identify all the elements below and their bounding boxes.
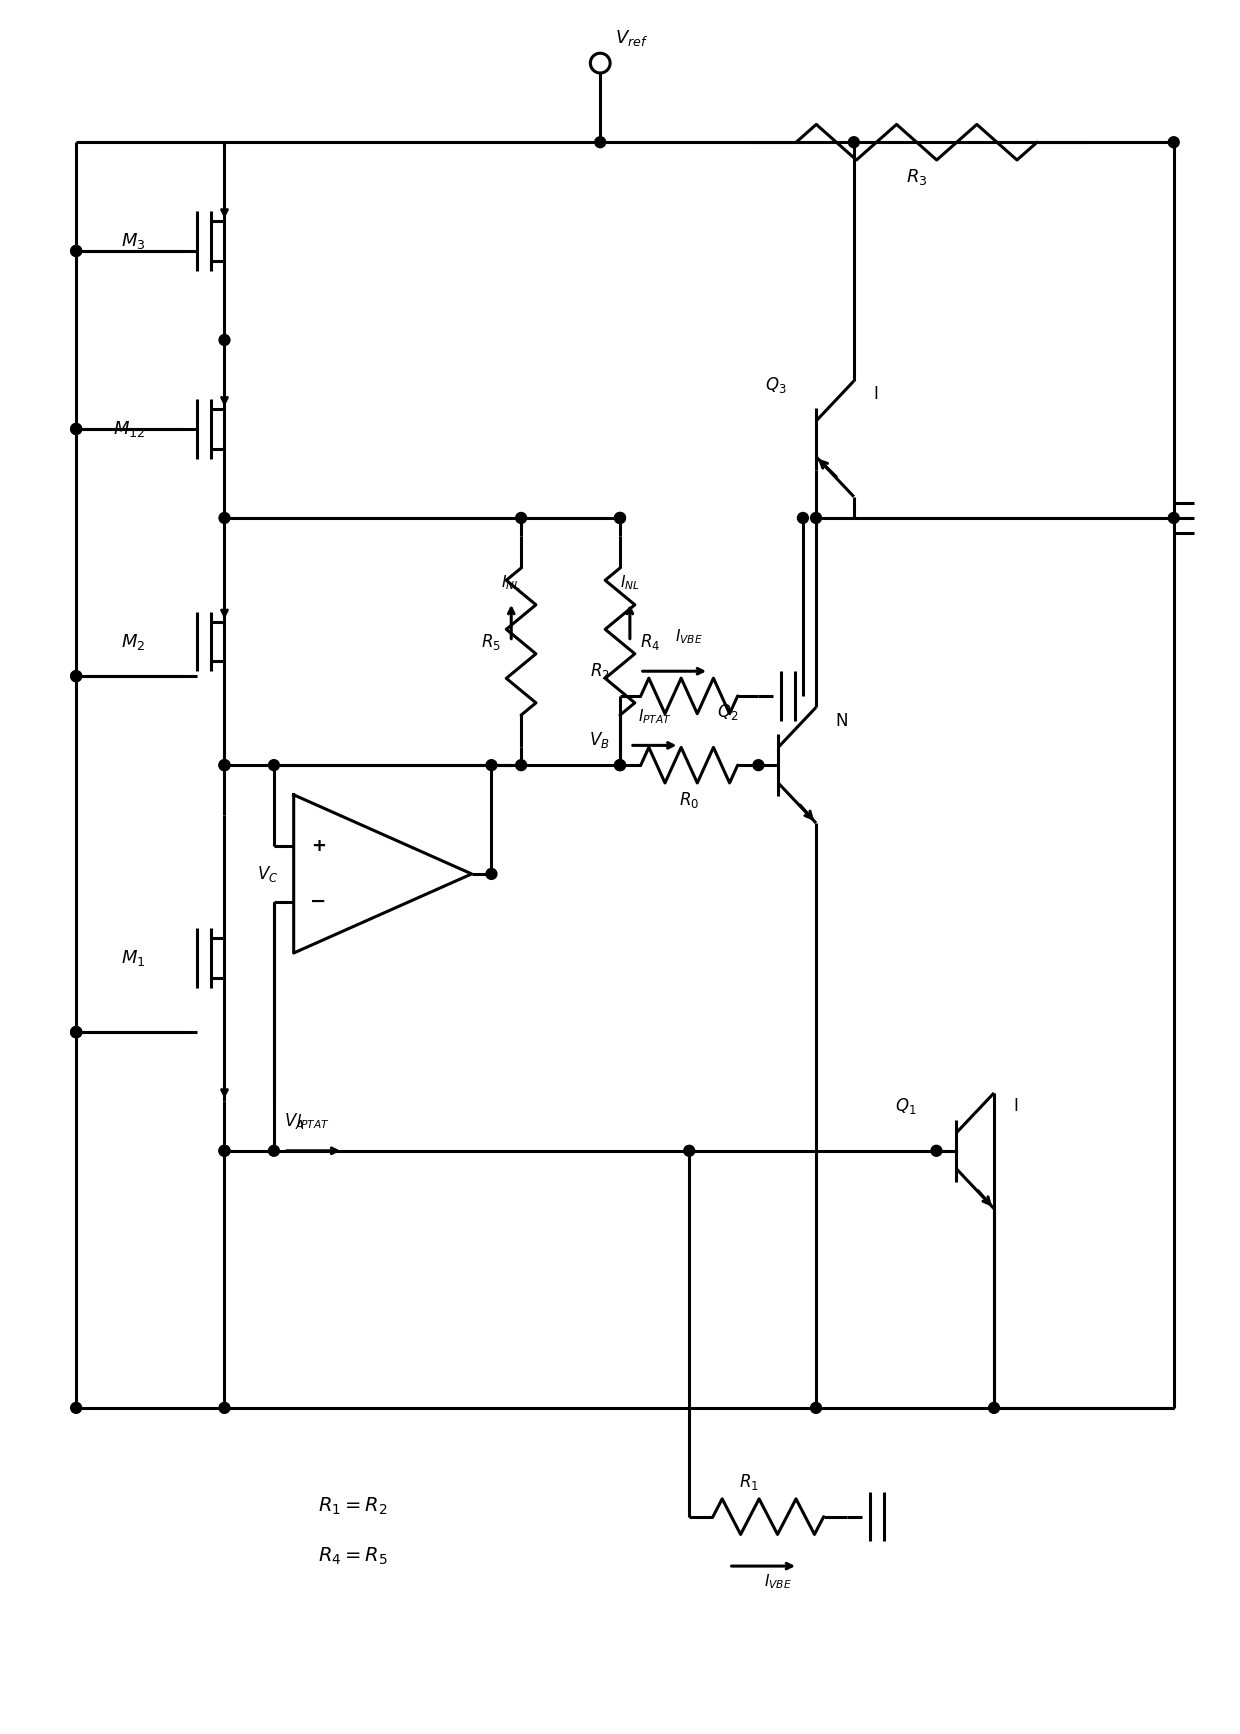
Circle shape xyxy=(71,671,82,681)
Circle shape xyxy=(71,246,82,257)
Circle shape xyxy=(219,1146,229,1157)
Circle shape xyxy=(219,1146,229,1157)
Circle shape xyxy=(71,1403,82,1413)
Text: $I_{NL}$: $I_{NL}$ xyxy=(620,574,640,591)
Circle shape xyxy=(219,759,229,770)
Circle shape xyxy=(516,513,527,524)
Circle shape xyxy=(797,513,808,524)
Circle shape xyxy=(269,1146,279,1157)
Circle shape xyxy=(595,137,605,147)
Circle shape xyxy=(1168,513,1179,524)
Text: $R_0$: $R_0$ xyxy=(680,791,699,810)
Circle shape xyxy=(615,759,625,770)
Circle shape xyxy=(811,513,821,524)
Circle shape xyxy=(71,423,82,435)
Circle shape xyxy=(615,513,625,524)
Text: $I_{PTAT}$: $I_{PTAT}$ xyxy=(637,707,672,725)
Circle shape xyxy=(219,759,229,770)
Circle shape xyxy=(1168,137,1179,147)
Text: $Q_1$: $Q_1$ xyxy=(895,1096,916,1117)
Text: +: + xyxy=(311,838,326,855)
Circle shape xyxy=(753,759,764,770)
Circle shape xyxy=(219,1403,229,1413)
Text: $R_4$: $R_4$ xyxy=(640,631,660,652)
Circle shape xyxy=(683,1146,694,1157)
Circle shape xyxy=(486,869,497,879)
Circle shape xyxy=(71,423,82,435)
Circle shape xyxy=(71,1027,82,1037)
Circle shape xyxy=(811,1403,821,1413)
Text: $Q_2$: $Q_2$ xyxy=(717,702,739,721)
Circle shape xyxy=(988,1403,999,1413)
Text: $R_2$: $R_2$ xyxy=(590,661,610,681)
Text: $M_1$: $M_1$ xyxy=(122,948,145,968)
Circle shape xyxy=(71,246,82,257)
Text: $M_{12}$: $M_{12}$ xyxy=(113,420,145,439)
Text: $M_2$: $M_2$ xyxy=(122,631,145,652)
Text: $R_5$: $R_5$ xyxy=(481,631,501,652)
Text: I: I xyxy=(1014,1098,1019,1115)
Text: $Q_3$: $Q_3$ xyxy=(765,376,786,395)
Circle shape xyxy=(219,513,229,524)
Text: $V_A$: $V_A$ xyxy=(284,1111,304,1131)
Text: $V_C$: $V_C$ xyxy=(258,864,279,884)
Circle shape xyxy=(615,513,625,524)
Text: $R_3$: $R_3$ xyxy=(906,166,928,187)
Text: $I_{VBE}$: $I_{VBE}$ xyxy=(764,1573,792,1590)
Text: I: I xyxy=(874,385,878,404)
Text: $M_3$: $M_3$ xyxy=(120,231,145,251)
Text: $I_{VBE}$: $I_{VBE}$ xyxy=(676,628,703,647)
Text: $R_1=R_2$: $R_1=R_2$ xyxy=(319,1496,388,1517)
Text: $V_B$: $V_B$ xyxy=(589,730,610,751)
Circle shape xyxy=(615,759,625,770)
Circle shape xyxy=(71,1027,82,1037)
Text: $R_1$: $R_1$ xyxy=(739,1472,759,1491)
Circle shape xyxy=(931,1146,942,1157)
Circle shape xyxy=(269,759,279,770)
Circle shape xyxy=(71,671,82,681)
Text: $I_{PTAT}$: $I_{PTAT}$ xyxy=(296,1111,330,1131)
Text: $R_4=R_5$: $R_4=R_5$ xyxy=(319,1545,388,1568)
Text: $V_{ref}$: $V_{ref}$ xyxy=(615,28,649,49)
Circle shape xyxy=(219,335,229,345)
Circle shape xyxy=(516,759,527,770)
Circle shape xyxy=(486,759,497,770)
Circle shape xyxy=(71,1027,82,1037)
Text: −: − xyxy=(310,891,326,910)
Text: N: N xyxy=(836,711,848,730)
Circle shape xyxy=(848,137,859,147)
Text: $I_{NL}$: $I_{NL}$ xyxy=(501,574,521,591)
